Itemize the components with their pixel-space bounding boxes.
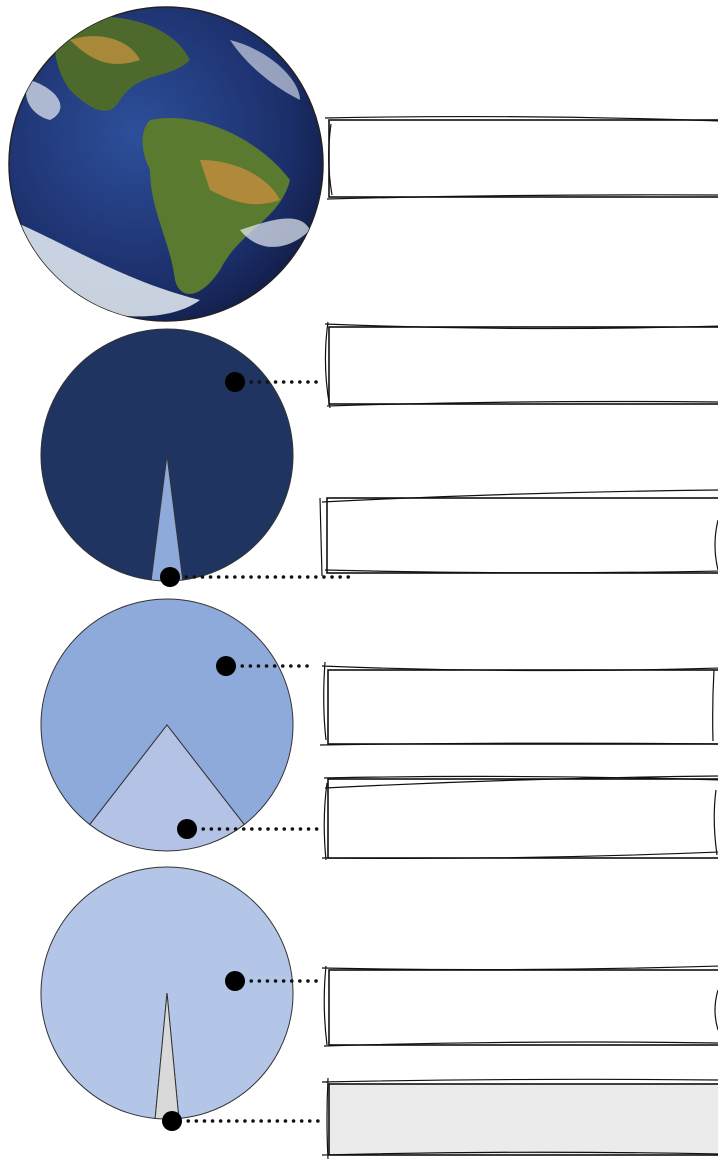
connector-dot [225,971,245,991]
box-sketch [319,489,718,577]
pie-slice [89,724,245,852]
boxes [319,115,718,1159]
box [327,778,718,859]
box-sketch [319,661,718,746]
box [327,669,718,745]
connector-dot [162,1111,182,1131]
connector-dot [177,819,197,839]
connectors [160,372,354,1131]
box-sketch [321,775,718,861]
connector-dot [216,656,236,676]
box [328,119,718,198]
box [328,969,718,1046]
box-sketch [324,115,718,200]
connector-dot [225,372,245,392]
box [326,497,718,574]
box-sketch [321,1077,718,1159]
pie-slice [40,598,294,826]
box-sketch [321,965,718,1047]
pie-slice [40,328,294,581]
box [328,326,718,405]
box-sketch [324,321,718,409]
connector-dot [160,567,180,587]
box-filled [328,1083,718,1156]
earth [8,6,324,322]
pies [40,328,294,1120]
pie-slice [40,866,294,1119]
